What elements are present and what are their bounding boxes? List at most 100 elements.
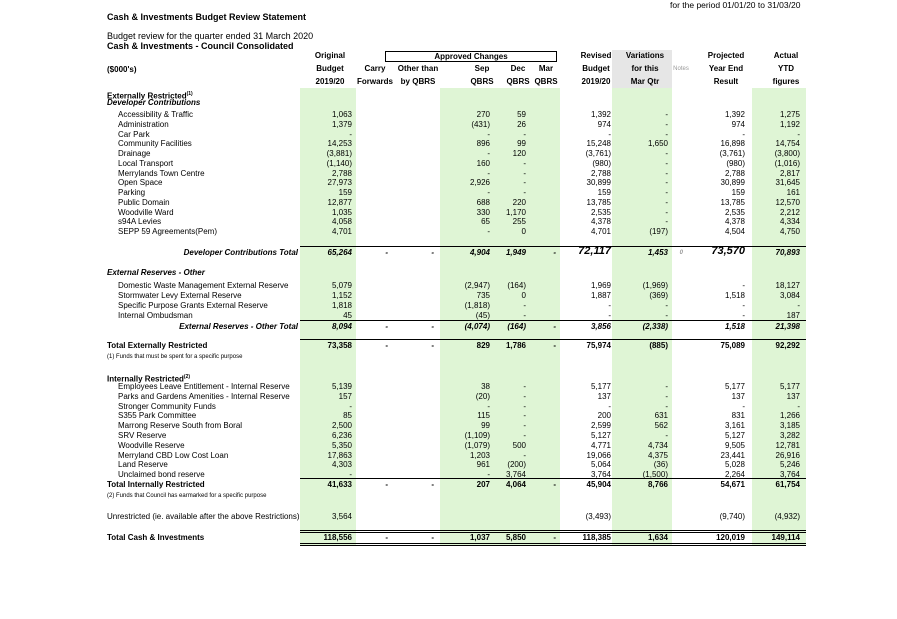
cell: 26 (517, 119, 526, 129)
cell: - (797, 401, 800, 411)
cell: 3,764 (779, 470, 800, 480)
cell: 2,788 (724, 168, 745, 178)
cell: 5,127 (724, 431, 745, 440)
cell: 4,504 (724, 227, 745, 236)
cell: - (742, 311, 745, 320)
cell: 159 (731, 188, 745, 197)
cell: 4,750 (779, 227, 800, 236)
cell: 1,518 (724, 291, 745, 300)
cell: 45 (343, 311, 352, 320)
cell: 3,564 (331, 512, 352, 521)
cell: 1,634 (647, 533, 668, 542)
cell: 5,064 (590, 460, 611, 470)
cell: 330 (476, 207, 490, 217)
row-label: SEPP 59 Agreements(Pem) (118, 227, 218, 236)
row-label: Employees Leave Entitlement - Internal R… (118, 382, 290, 391)
column-header: Variations (625, 51, 665, 60)
rule (300, 543, 806, 546)
cell: 18,127 (775, 281, 800, 290)
cell: - (523, 178, 526, 188)
cell: 137 (731, 391, 745, 401)
cell: 3,282 (779, 431, 800, 440)
column-header: Result (713, 77, 739, 86)
rule (300, 246, 806, 247)
cell: - (523, 391, 526, 401)
cell: - (523, 450, 526, 460)
cell: (1,140) (326, 158, 352, 168)
row-label: Drainage (118, 149, 151, 158)
shade (300, 88, 356, 546)
cell: - (487, 129, 490, 139)
row-label: Stormwater Levy External Reserve (118, 291, 242, 300)
cell: 207 (476, 480, 490, 489)
cell: - (523, 301, 526, 310)
cell: 118,385 (582, 533, 611, 542)
cell: 1,203 (469, 450, 490, 460)
cell: 73,358 (327, 341, 352, 350)
cell: (885) (649, 341, 668, 350)
cell: (164) (507, 281, 526, 290)
column-header: Original (314, 51, 346, 60)
row-label: SRV Reserve (118, 431, 167, 440)
cell: (9,740) (719, 512, 745, 521)
cell: 0 (521, 291, 526, 300)
cell: 0 (679, 250, 683, 256)
cell: 500 (512, 440, 526, 450)
cell: 75,089 (720, 341, 745, 350)
cell: 31,645 (775, 178, 800, 188)
cell: 4,334 (779, 217, 800, 227)
cell: 157 (338, 391, 352, 401)
cell: - (349, 470, 352, 480)
cell: 961 (476, 460, 490, 470)
cell: - (665, 301, 668, 310)
rule (300, 478, 806, 479)
shade (612, 88, 672, 546)
cell: 137 (786, 391, 800, 401)
cell: 270 (476, 110, 490, 119)
cell: - (487, 401, 490, 411)
cell: 1,392 (724, 110, 745, 119)
row-label: Externally Restricted(1) (107, 91, 193, 101)
cell: 220 (512, 197, 526, 207)
column-header: by QBRS (400, 77, 436, 86)
cell: 2,788 (331, 168, 352, 178)
entity: Cash & Investments - Council Consolidate… (107, 41, 294, 51)
cell: - (797, 129, 800, 139)
cell: 4,771 (590, 440, 611, 450)
cell: 3,084 (779, 291, 800, 300)
cell: 8,766 (647, 480, 668, 489)
cell: 974 (731, 119, 745, 129)
cell: 70,893 (775, 248, 800, 257)
cell: 12,781 (775, 440, 800, 450)
cell: 5,850 (505, 533, 526, 542)
cell: 1,035 (331, 207, 352, 217)
cell: (1,079) (464, 440, 490, 450)
cell: 8,094 (331, 322, 352, 331)
cell: 99 (517, 139, 526, 149)
cell: 14,754 (775, 139, 800, 149)
cell: 30,899 (586, 178, 611, 188)
cell: 12,877 (327, 197, 352, 207)
cell: 2,212 (779, 207, 800, 217)
cell: (3,493) (585, 512, 611, 521)
row-label: Parking (118, 188, 146, 197)
cell: 2,535 (724, 207, 745, 217)
cell: (36) (653, 460, 668, 470)
cell: 1,650 (647, 139, 668, 149)
row-label: Total Externally Restricted (107, 341, 208, 350)
cell: - (523, 411, 526, 421)
cell: 4,701 (331, 227, 352, 236)
cell: - (665, 197, 668, 207)
cell: (369) (649, 291, 668, 300)
shade (612, 50, 672, 88)
cell: (2,947) (464, 281, 490, 290)
cell: 99 (481, 421, 490, 431)
group-header: Approved Changes (385, 51, 557, 62)
cell: (2,338) (642, 322, 668, 331)
column-header: YTD (778, 64, 794, 73)
cell: 562 (654, 421, 668, 431)
cell: 2,788 (590, 168, 611, 178)
rule (300, 320, 806, 321)
row-label: Developer Contributions (107, 98, 201, 107)
